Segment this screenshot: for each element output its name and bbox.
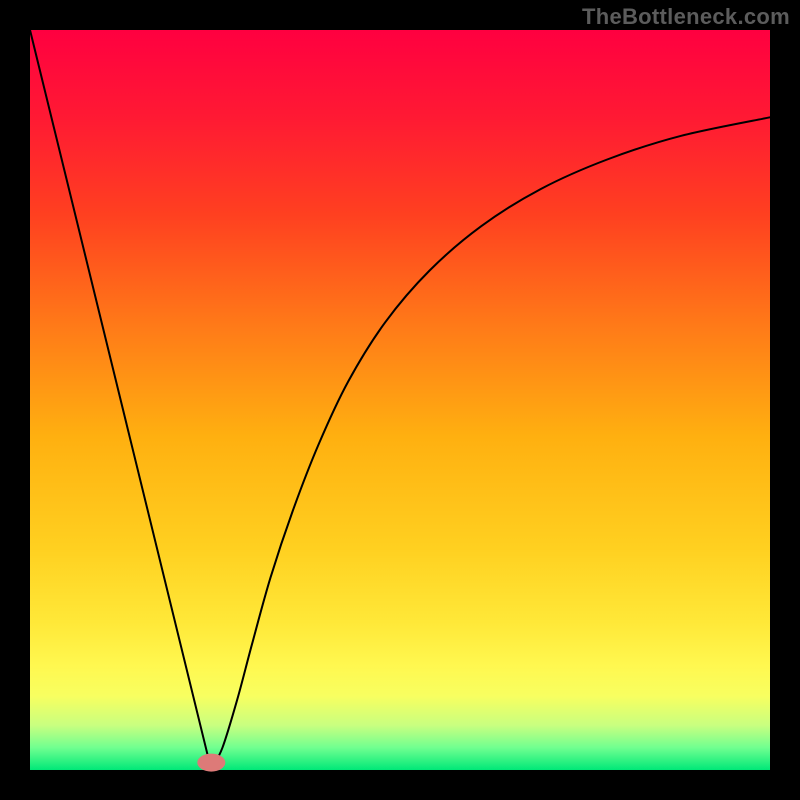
chart-svg (0, 0, 800, 800)
watermark-text: TheBottleneck.com (582, 4, 790, 30)
bottleneck-chart: TheBottleneck.com (0, 0, 800, 800)
optimal-point-marker (197, 754, 225, 772)
